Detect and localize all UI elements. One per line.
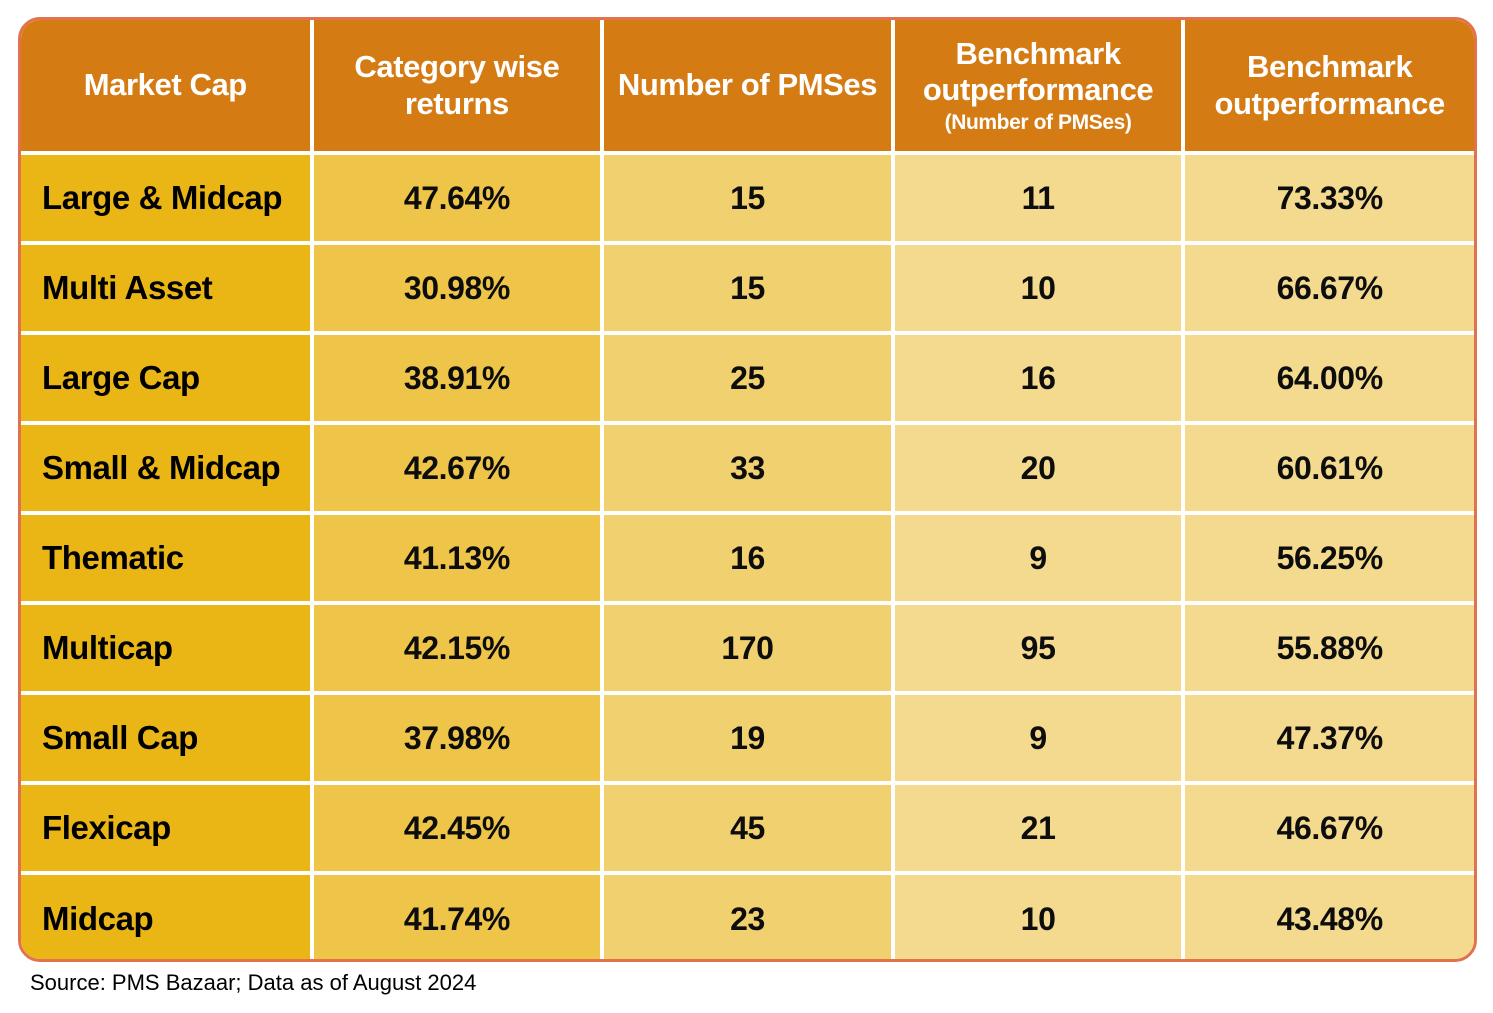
cell-number-of-pmses: 15	[602, 243, 895, 335]
col-header-benchmark-outperformance-count: Benchmark outperformance (Number of PMSe…	[892, 20, 1186, 155]
cell-outperformance-pct: 73.33%	[1183, 153, 1474, 245]
cell-category-returns: 37.98%	[311, 693, 605, 785]
cell-number-of-pmses: 19	[602, 693, 895, 785]
header-label: Market Cap	[83, 67, 248, 103]
market-cap-performance-table: Market Cap Category wise returns Number …	[18, 17, 1477, 962]
cell-outperformance-count: 9	[892, 693, 1186, 785]
table-row: Midcap 41.74% 23 10 43.48%	[21, 873, 1474, 959]
header-label: Number of PMSes	[617, 67, 878, 103]
col-header-benchmark-outperformance-pct: Benchmark outperformance	[1183, 20, 1474, 155]
cell-market-cap: Large & Midcap	[21, 153, 314, 245]
table-header: Market Cap Category wise returns Number …	[21, 20, 1474, 155]
table-body: Large & Midcap 47.64% 15 11 73.33% Multi…	[21, 153, 1474, 959]
data-table: Market Cap Category wise returns Number …	[21, 20, 1474, 959]
cell-number-of-pmses: 23	[602, 873, 895, 959]
cell-market-cap: Multi Asset	[21, 243, 314, 335]
cell-outperformance-count: 16	[892, 333, 1186, 425]
cell-market-cap: Thematic	[21, 513, 314, 605]
source-note: Source: PMS Bazaar; Data as of August 20…	[30, 970, 477, 995]
cell-outperformance-pct: 43.48%	[1183, 873, 1474, 959]
cell-outperformance-count: 10	[892, 243, 1186, 335]
cell-market-cap: Multicap	[21, 603, 314, 695]
cell-number-of-pmses: 33	[602, 423, 895, 515]
table-row: Multi Asset 30.98% 15 10 66.67%	[21, 243, 1474, 335]
col-header-market-cap: Market Cap	[21, 20, 314, 155]
header-label: Benchmark outperformance	[1214, 48, 1445, 121]
table-row: Large Cap 38.91% 25 16 64.00%	[21, 333, 1474, 425]
cell-market-cap: Small Cap	[21, 693, 314, 785]
cell-category-returns: 41.74%	[311, 873, 605, 959]
cell-outperformance-pct: 47.37%	[1183, 693, 1474, 785]
cell-outperformance-count: 20	[892, 423, 1186, 515]
header-subtext: (Number of PMSes)	[944, 110, 1132, 134]
col-header-category-returns: Category wise returns	[311, 20, 605, 155]
cell-outperformance-count: 95	[892, 603, 1186, 695]
cell-outperformance-pct: 66.67%	[1183, 243, 1474, 335]
cell-market-cap: Midcap	[21, 873, 314, 959]
header-row: Market Cap Category wise returns Number …	[21, 20, 1474, 155]
cell-number-of-pmses: 45	[602, 783, 895, 875]
cell-number-of-pmses: 15	[602, 153, 895, 245]
cell-category-returns: 41.13%	[311, 513, 605, 605]
table-row: Small Cap 37.98% 19 9 47.37%	[21, 693, 1474, 785]
cell-outperformance-count: 21	[892, 783, 1186, 875]
cell-category-returns: 42.15%	[311, 603, 605, 695]
cell-outperformance-pct: 56.25%	[1183, 513, 1474, 605]
table-row: Thematic 41.13% 16 9 56.25%	[21, 513, 1474, 605]
table-row: Flexicap 42.45% 45 21 46.67%	[21, 783, 1474, 875]
table-row: Multicap 42.15% 170 95 55.88%	[21, 603, 1474, 695]
table-row: Small & Midcap 42.67% 33 20 60.61%	[21, 423, 1474, 515]
cell-outperformance-count: 10	[892, 873, 1186, 959]
cell-number-of-pmses: 25	[602, 333, 895, 425]
cell-market-cap: Small & Midcap	[21, 423, 314, 515]
table-row: Large & Midcap 47.64% 15 11 73.33%	[21, 153, 1474, 245]
cell-category-returns: 38.91%	[311, 333, 605, 425]
cell-market-cap: Large Cap	[21, 333, 314, 425]
cell-outperformance-count: 9	[892, 513, 1186, 605]
cell-number-of-pmses: 16	[602, 513, 895, 605]
cell-category-returns: 42.45%	[311, 783, 605, 875]
header-label: Benchmark outperformance	[922, 35, 1154, 108]
cell-outperformance-pct: 46.67%	[1183, 783, 1474, 875]
cell-category-returns: 47.64%	[311, 153, 605, 245]
header-label: Category wise returns	[354, 48, 560, 121]
cell-outperformance-pct: 60.61%	[1183, 423, 1474, 515]
cell-number-of-pmses: 170	[602, 603, 895, 695]
cell-category-returns: 30.98%	[311, 243, 605, 335]
cell-category-returns: 42.67%	[311, 423, 605, 515]
cell-outperformance-pct: 55.88%	[1183, 603, 1474, 695]
cell-market-cap: Flexicap	[21, 783, 314, 875]
cell-outperformance-count: 11	[892, 153, 1186, 245]
cell-outperformance-pct: 64.00%	[1183, 333, 1474, 425]
col-header-number-of-pmses: Number of PMSes	[602, 20, 895, 155]
